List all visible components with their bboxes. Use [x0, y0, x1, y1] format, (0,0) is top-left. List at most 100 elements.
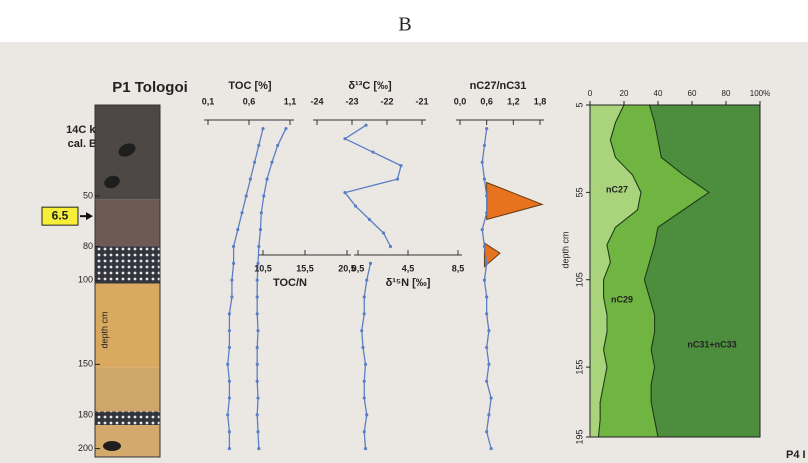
band-label: nC31+nC33	[687, 339, 736, 349]
profile-point	[480, 160, 484, 164]
x-tick-label: 60	[688, 89, 697, 98]
x-tick-label: 100%	[750, 89, 770, 98]
x-tick-label: 20	[620, 89, 629, 98]
profile-point	[395, 177, 400, 181]
profile-point	[367, 217, 372, 222]
axis-title: TOC [%]	[228, 80, 272, 92]
axis-title: δ¹⁵N [‰]	[386, 277, 431, 289]
profile-line	[227, 128, 264, 449]
x-tick-label: 0,6	[480, 96, 493, 106]
profile-point	[255, 362, 259, 366]
y-tick-label: 200	[78, 443, 93, 453]
profile-point	[276, 143, 280, 148]
profile-point	[487, 362, 491, 366]
plot-frame	[589, 104, 761, 438]
x-tick-label: 0,5	[352, 263, 365, 273]
profile-point	[232, 244, 236, 249]
profile-point	[256, 430, 260, 434]
profile-point	[227, 345, 231, 350]
y-tick-label: 80	[83, 241, 93, 251]
profile-point	[371, 150, 375, 154]
layer	[95, 425, 160, 457]
profile-point	[255, 312, 259, 316]
profile-point	[255, 295, 259, 299]
axis-label: depth cm	[99, 311, 109, 348]
profile-point	[485, 312, 489, 316]
clast	[104, 175, 120, 189]
profile-point	[230, 295, 234, 299]
x-tick-label: -24	[310, 96, 323, 106]
x-tick-label: 0,1	[202, 96, 215, 106]
profile-point	[487, 329, 491, 333]
y-tick-label: 100	[78, 275, 93, 285]
x-tick-label: -22	[380, 96, 393, 106]
profile-point	[255, 413, 259, 417]
axis-title: δ¹³C [‰]	[348, 80, 392, 92]
profile-point	[487, 413, 491, 417]
axis-title: TOC/N	[273, 277, 307, 289]
arrow-head	[86, 212, 93, 221]
profile-point	[485, 194, 489, 198]
profile-point	[363, 362, 368, 366]
area-band	[643, 104, 761, 438]
profile-point	[244, 194, 248, 198]
profile-point	[236, 228, 240, 232]
x-tick-label: 0,6	[243, 96, 256, 106]
layer	[95, 367, 160, 412]
layer	[95, 283, 160, 368]
profile-point	[255, 345, 259, 350]
profile-point	[485, 211, 489, 215]
x-tick-label: 20,5	[338, 263, 356, 273]
profile-point	[482, 278, 487, 282]
profile-point	[261, 126, 265, 131]
profile-point	[257, 244, 261, 249]
x-tick-label: -23	[345, 96, 358, 106]
profile-point	[362, 295, 366, 299]
peak	[483, 242, 501, 268]
profile-line	[361, 263, 372, 449]
y-tick-label: 180	[78, 409, 93, 419]
profile-point	[362, 379, 366, 383]
profile-point	[361, 345, 365, 350]
age-marker-box	[41, 206, 79, 226]
profile-point	[265, 177, 269, 181]
y-tick-label: 5	[574, 102, 584, 107]
clast	[103, 441, 121, 451]
layer	[95, 199, 160, 247]
profile-point	[255, 278, 259, 282]
x-tick-label: 0,0	[454, 96, 467, 106]
x-tick-label: 4,5	[402, 263, 415, 273]
x-tick-label: -21	[415, 96, 428, 106]
y-tick-label: 155	[574, 360, 584, 375]
profile-point	[284, 126, 288, 131]
profile-point	[485, 261, 489, 265]
profile-point	[485, 295, 489, 299]
layer	[95, 246, 160, 284]
y-tick-label: 105	[574, 272, 584, 287]
x-tick-label: 80	[722, 89, 731, 98]
profile-point	[343, 137, 347, 141]
x-tick-label: 0	[588, 89, 593, 98]
edge-text: P4 I	[786, 449, 806, 461]
profile-point	[353, 204, 358, 208]
x-tick-label: 1,2	[507, 96, 520, 106]
age-marker: 6.5	[52, 208, 69, 222]
profile-point	[255, 379, 259, 383]
profile-point	[485, 379, 489, 383]
profile-point	[482, 244, 487, 249]
axis-title: nC27/nC31	[470, 80, 527, 92]
x-tick-label: 8,5	[452, 263, 465, 273]
profile-point	[262, 194, 266, 198]
profile-point	[256, 329, 260, 333]
profile-point	[365, 278, 369, 282]
x-tick-label: 40	[654, 89, 663, 98]
profile-point	[362, 396, 366, 400]
profile-point	[480, 228, 484, 232]
profile-point	[258, 228, 263, 232]
axis-label: depth cm	[560, 231, 570, 268]
profile-line	[343, 124, 402, 247]
x-tick-label: 1,1	[284, 96, 297, 106]
profile-line	[256, 128, 287, 449]
column-title: P1 Tologoi	[112, 79, 188, 96]
